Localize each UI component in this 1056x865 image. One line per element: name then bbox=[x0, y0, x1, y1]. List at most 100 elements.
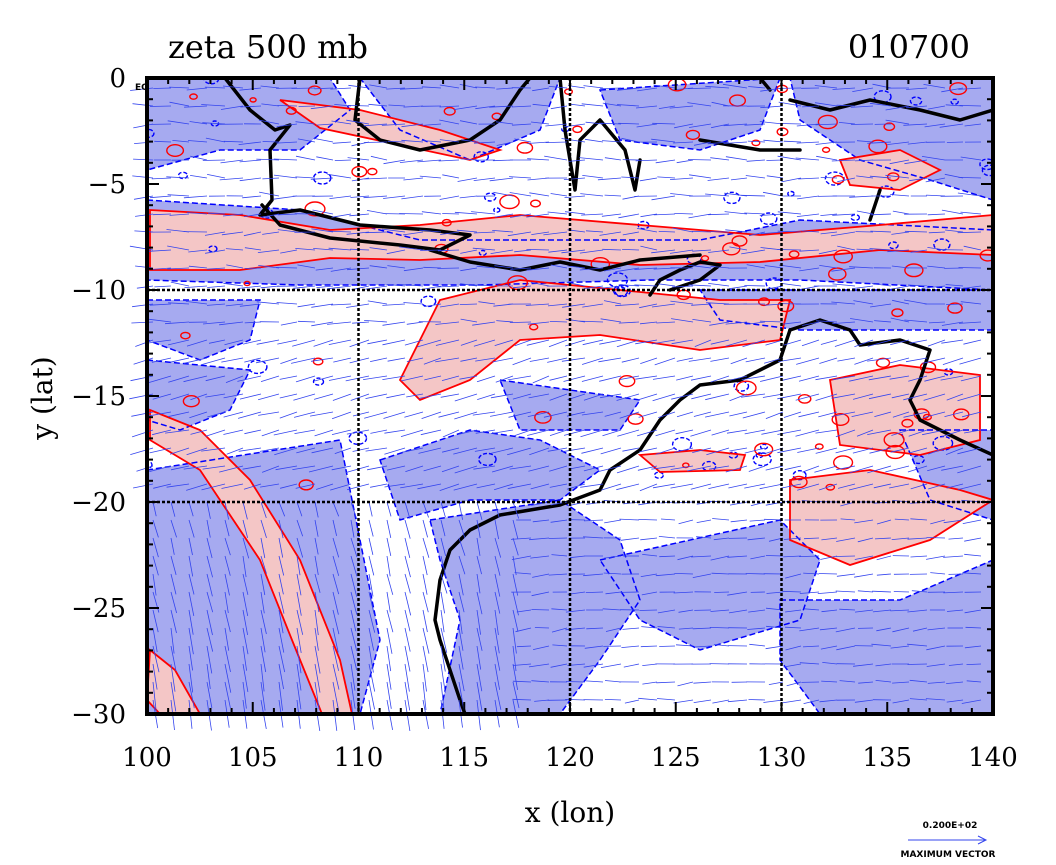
wind-vector-1643 bbox=[946, 699, 964, 703]
wind-vector-216 bbox=[635, 159, 658, 162]
wind-vector-603 bbox=[831, 301, 856, 305]
wind-vector-1376 bbox=[386, 609, 394, 633]
wind-vector-255 bbox=[489, 177, 514, 182]
wind-vector-722 bbox=[435, 357, 460, 363]
wind-vector-382 bbox=[243, 231, 262, 237]
wind-vector-1386 bbox=[551, 608, 568, 611]
wind-vector-1369 bbox=[260, 609, 267, 635]
wind-vector-683 bbox=[582, 339, 604, 346]
wind-vector-653 bbox=[890, 317, 910, 323]
wind-vector-217 bbox=[655, 159, 676, 164]
wind-vector-1426 bbox=[440, 627, 448, 653]
wind-vector-793 bbox=[868, 375, 892, 381]
wind-vector-51 bbox=[201, 104, 226, 107]
positive-region-7 bbox=[640, 450, 745, 472]
wind-vector-1593 bbox=[892, 681, 910, 684]
wind-vector-758 bbox=[237, 375, 262, 382]
wind-vector-111 bbox=[439, 119, 460, 125]
wind-vector-847 bbox=[147, 411, 172, 417]
wind-vector-33 bbox=[722, 83, 748, 89]
wind-vector-167 bbox=[602, 140, 622, 143]
wind-vector-1567 bbox=[440, 681, 445, 711]
small-contour-34 bbox=[564, 88, 574, 95]
wind-vector-191 bbox=[190, 155, 208, 161]
small-contour-117 bbox=[828, 267, 847, 281]
wind-vector-1273 bbox=[224, 573, 230, 596]
wind-vector-1644 bbox=[961, 699, 982, 704]
wind-vector-1188 bbox=[386, 537, 392, 556]
wind-vector-1189 bbox=[404, 537, 411, 558]
wind-vector-1083 bbox=[188, 501, 194, 517]
wind-vector-1300 bbox=[692, 573, 712, 578]
wind-vector-1463 bbox=[260, 645, 267, 673]
wind-vector-316 bbox=[741, 194, 766, 197]
wind-vector-1437 bbox=[622, 627, 640, 630]
wind-vector-331 bbox=[169, 213, 190, 216]
wind-vector-1098 bbox=[458, 501, 463, 520]
wind-vector-150 bbox=[297, 138, 316, 143]
small-contour-50 bbox=[832, 455, 854, 470]
wind-vector-544 bbox=[619, 284, 640, 287]
wind-vector-1255 bbox=[727, 555, 748, 558]
wind-vector-640 bbox=[656, 321, 676, 324]
wind-vector-1629 bbox=[693, 699, 712, 703]
wind-vector-690 bbox=[710, 339, 730, 345]
wind-vector-344 bbox=[399, 213, 424, 215]
wind-vector-782 bbox=[676, 375, 694, 381]
wind-vector-726 bbox=[512, 357, 532, 366]
wind-vector-1571 bbox=[512, 681, 520, 709]
wind-vector-147 bbox=[238, 141, 262, 145]
wind-vector-977 bbox=[797, 447, 820, 453]
wind-vector-693 bbox=[765, 339, 784, 346]
wind-vector-1444 bbox=[747, 627, 766, 630]
wind-vector-85 bbox=[814, 102, 838, 107]
wind-vector-490 bbox=[494, 265, 514, 269]
wind-vector-1161 bbox=[730, 519, 748, 523]
wind-vector-991 bbox=[202, 465, 226, 470]
wind-vector-174 bbox=[723, 141, 748, 144]
wind-vector-1372 bbox=[314, 609, 319, 636]
wind-vector-761 bbox=[295, 375, 316, 383]
wind-vector-392 bbox=[419, 229, 442, 233]
wind-vector-69 bbox=[532, 103, 550, 107]
wind-vector-622 bbox=[327, 321, 352, 325]
small-contour-119 bbox=[627, 413, 644, 425]
wind-vector-1529 bbox=[583, 663, 604, 668]
wind-vector-647 bbox=[781, 321, 802, 325]
wind-vector-1406 bbox=[907, 609, 928, 613]
wind-vector-514 bbox=[927, 265, 946, 269]
wind-vector-98 bbox=[202, 122, 226, 125]
wind-vector-928 bbox=[761, 429, 784, 435]
wind-vector-449 bbox=[602, 248, 622, 251]
wind-vector-1517 bbox=[386, 663, 392, 690]
wind-vector-0 bbox=[130, 87, 154, 91]
wind-vector-1236 bbox=[404, 555, 411, 578]
wind-vector-1318 bbox=[188, 591, 195, 616]
wind-vector-1309 bbox=[854, 573, 874, 578]
wind-vector-1009 bbox=[528, 465, 550, 472]
wind-vector-73 bbox=[602, 102, 622, 107]
wind-vector-763 bbox=[328, 375, 352, 381]
wind-vector-765 bbox=[363, 375, 388, 380]
x-tick-label: 105 bbox=[228, 743, 278, 773]
wind-vector-1029 bbox=[885, 465, 910, 473]
wind-vector-1049 bbox=[400, 483, 424, 489]
wind-vector-976 bbox=[777, 447, 802, 454]
positive-vorticity-contours bbox=[147, 78, 993, 714]
x-tick-label: 120 bbox=[545, 743, 595, 773]
wind-vector-1060 bbox=[601, 483, 622, 491]
wind-vector-423 bbox=[129, 245, 154, 251]
wind-vector-402 bbox=[599, 231, 622, 236]
wind-vector-1238 bbox=[440, 555, 447, 578]
wind-vector-1153 bbox=[583, 519, 604, 522]
wind-vector-953 bbox=[365, 447, 388, 452]
wind-vector-1283 bbox=[404, 573, 411, 594]
negative-region-8 bbox=[380, 430, 600, 520]
wind-vector-676 bbox=[460, 339, 478, 346]
wind-vector-990 bbox=[183, 465, 208, 470]
wind-vector-1367 bbox=[224, 609, 231, 633]
positive-contour-0 bbox=[149, 209, 993, 271]
wind-vector-942 bbox=[169, 447, 190, 455]
wind-vector-205 bbox=[438, 159, 460, 162]
wind-vector-1562 bbox=[350, 681, 356, 709]
